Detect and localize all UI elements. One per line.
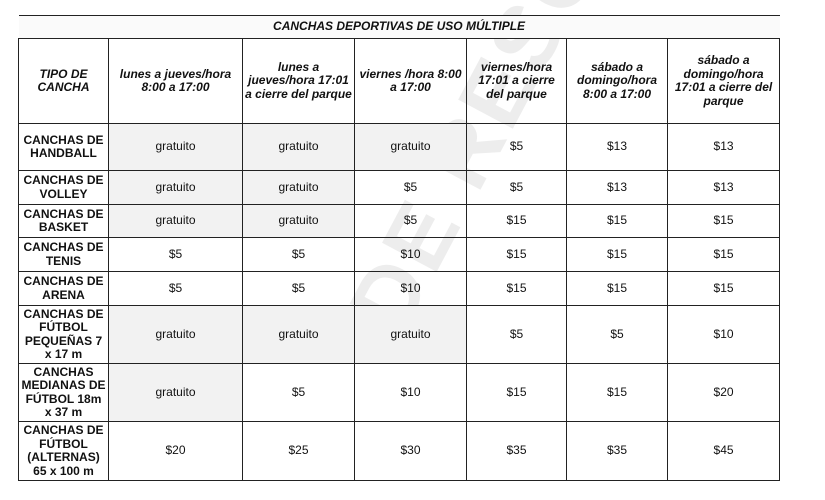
price-cell: $10 — [354, 271, 467, 306]
price-cell: $15 — [666, 237, 781, 272]
price-cell: $5 — [466, 305, 567, 364]
price-cell: $5 — [242, 363, 355, 422]
price-cell: $15 — [466, 204, 567, 238]
price-cell: gratuito — [108, 204, 243, 238]
price-cell: $15 — [566, 271, 668, 306]
fees-table: CANCHAS DEPORTIVAS DE USO MÚLTIPLE TIPO … — [18, 15, 781, 481]
court-type: CANCHAS MEDIANAS DE FÚTBOL 18m x 37 m — [18, 363, 109, 422]
table-row: CANCHAS DE ARENA $5 $5 $10 $15 $15 $15 — [18, 271, 781, 306]
price-cell: $10 — [354, 237, 467, 272]
price-cell: $13 — [666, 123, 781, 171]
price-cell: $5 — [108, 271, 243, 306]
price-cell: $15 — [666, 204, 781, 238]
table-row: CANCHAS DE HANDBALL gratuito gratuito gratu… — [18, 123, 781, 171]
price-cell: $10 — [666, 305, 781, 364]
court-type: CANCHAS DE VOLLEY — [18, 170, 109, 205]
price-cell: $5 — [466, 170, 567, 205]
price-cell: $15 — [666, 271, 781, 306]
price-cell: $15 — [566, 204, 668, 238]
price-cell: gratuito — [242, 305, 355, 364]
column-header: lunes a jueves/hora 8:00 a 17:00 — [108, 38, 243, 124]
column-header: viernes/hora 17:01 a cierre del parque — [466, 38, 567, 124]
price-cell: $5 — [354, 170, 467, 205]
price-cell: $20 — [108, 421, 243, 481]
column-header: viernes /hora 8:00 a 17:00 — [354, 38, 467, 124]
price-cell: gratuito — [242, 204, 355, 238]
price-cell: $35 — [566, 421, 668, 481]
table-row: CANCHAS DE TENIS $5 $5 $10 $15 $15 $15 — [18, 237, 781, 272]
price-cell: gratuito — [354, 305, 467, 364]
price-cell: $45 — [666, 421, 781, 481]
price-cell: $13 — [566, 123, 668, 171]
price-cell: gratuito — [242, 170, 355, 205]
column-header: sábado a domingo/hora 8:00 a 17:00 — [566, 38, 668, 124]
table-row: CANCHAS DE VOLLEY gratuito gratuito $5 $5 $13… — [18, 170, 781, 205]
court-type: CANCHAS DE HANDBALL — [18, 123, 109, 171]
price-cell: $5 — [566, 305, 668, 364]
column-header: sábado a domingo/hora 17:01 a cierre del… — [666, 38, 781, 124]
price-cell: $15 — [466, 363, 567, 422]
price-cell: $15 — [566, 237, 668, 272]
price-cell: $20 — [666, 363, 781, 422]
price-cell: $10 — [354, 363, 467, 422]
price-cell: $35 — [466, 421, 567, 481]
column-header: lunes a jueves/hora 17:01 a cierre del p… — [242, 38, 355, 124]
court-type: CANCHAS DE FÚTBOL PEQUEÑAS 7 x 17 m — [18, 305, 109, 364]
price-cell: $5 — [242, 237, 355, 272]
table-row: CANCHAS DE FÚTBOL (ALTERNAS) 65 x 100 m $… — [18, 421, 781, 481]
table-row: CANCHAS DE BASKET gratuito gratuito $5 $15 $1… — [18, 204, 781, 238]
price-cell: $5 — [108, 237, 243, 272]
table-row: CANCHAS DE FÚTBOL PEQUEÑAS 7 x 17 m gratu… — [18, 305, 781, 364]
price-cell: $5 — [466, 123, 567, 171]
price-cell: $13 — [566, 170, 668, 205]
price-cell: gratuito — [354, 123, 467, 171]
table-row: CANCHAS MEDIANAS DE FÚTBOL 18m x 37 m gra… — [18, 363, 781, 422]
price-cell: $15 — [566, 363, 668, 422]
price-cell: $13 — [666, 170, 781, 205]
price-cell: gratuito — [108, 123, 243, 171]
court-type: CANCHAS DE ARENA — [18, 271, 109, 306]
price-cell: $30 — [354, 421, 467, 481]
court-type: CANCHAS DE BASKET — [18, 204, 109, 238]
price-cell: $15 — [466, 237, 567, 272]
price-cell: gratuito — [108, 305, 243, 364]
price-cell: gratuito — [242, 123, 355, 171]
price-cell: $25 — [242, 421, 355, 481]
price-cell: $5 — [242, 271, 355, 306]
table-title: CANCHAS DEPORTIVAS DE USO MÚLTIPLE — [18, 15, 780, 39]
price-cell: $15 — [466, 271, 567, 306]
price-cell: $5 — [354, 204, 467, 238]
court-type: CANCHAS DE TENIS — [18, 237, 109, 272]
column-header: TIPO DE CANCHA — [18, 38, 109, 124]
price-cell: gratuito — [108, 170, 243, 205]
price-cell: gratuito — [108, 363, 243, 422]
court-type: CANCHAS DE FÚTBOL (ALTERNAS) 65 x 100 m — [18, 421, 109, 481]
